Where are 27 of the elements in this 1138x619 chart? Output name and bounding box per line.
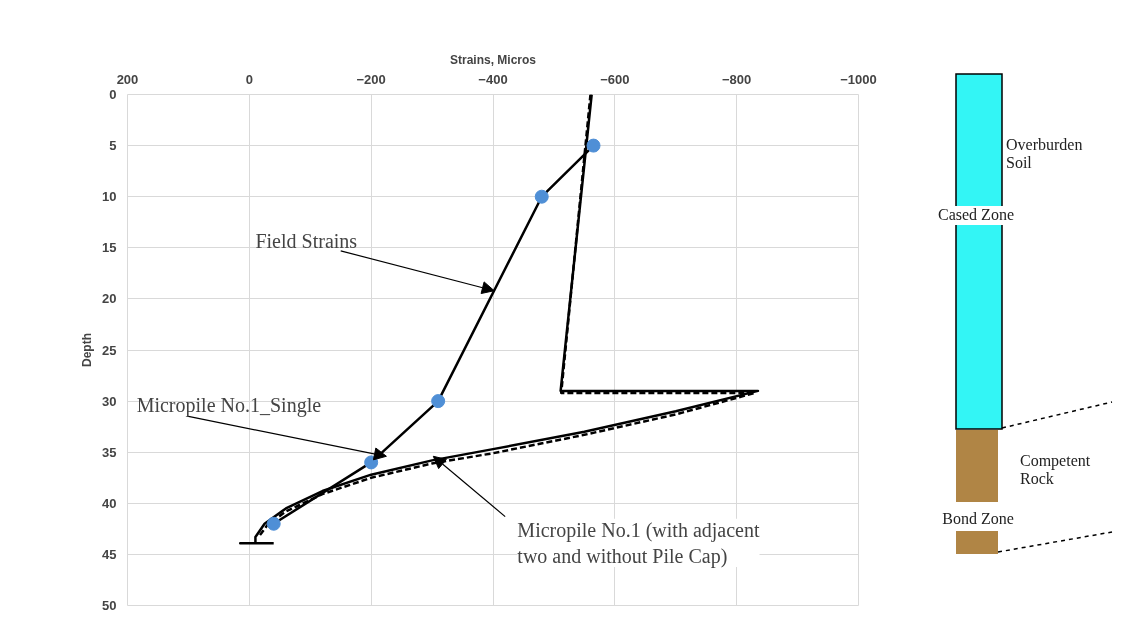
y-tick-label: 20	[102, 291, 117, 307]
y-tick-label: 40	[102, 495, 117, 511]
y-tick-label: 0	[109, 87, 117, 102]
x-tick-label: −600	[600, 71, 630, 87]
annotation: Micropile No.1 (with adjacent two and without Pile Cap)	[517, 518, 760, 569]
y-axis-title: Depth	[80, 333, 95, 367]
x-tick-label: −1000	[840, 71, 877, 87]
annotation: Micropile No.1_Single	[136, 393, 322, 417]
y-tick-label: 15	[102, 240, 117, 256]
y-tick-label: 5	[109, 138, 117, 154]
y-tick-label: 35	[102, 444, 117, 460]
x-tick-label: −800	[722, 71, 752, 87]
text: Bond Zone	[942, 510, 1014, 527]
text: Overburden Soil	[1006, 136, 1083, 172]
text: Cased Zone	[938, 206, 1014, 223]
x-tick-label: 0	[245, 71, 253, 87]
x-axis-title: Strains, Micros	[449, 52, 537, 67]
x-tick-label: −400	[478, 71, 508, 87]
y-tick-label: 50	[102, 598, 117, 613]
text: Competent Rock	[1020, 452, 1091, 488]
y-tick-label: 30	[102, 393, 117, 409]
y-tick-label: 10	[102, 189, 117, 205]
y-tick-label: 45	[102, 546, 117, 562]
annotation: Field Strains	[255, 230, 358, 253]
x-tick-label: −200	[356, 71, 386, 87]
x-tick-label: 200	[116, 71, 139, 87]
y-tick-label: 25	[102, 342, 117, 358]
